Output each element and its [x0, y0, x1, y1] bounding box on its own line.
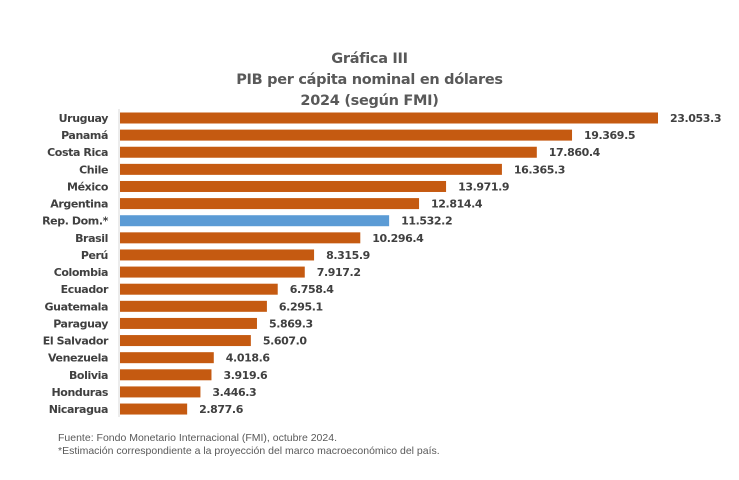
- bar: [120, 129, 573, 141]
- category-label: Paraguay: [53, 317, 108, 330]
- category-label: Venezuela: [48, 352, 108, 365]
- category-label: El Salvador: [43, 335, 109, 348]
- data-label: 5.869.3: [269, 317, 313, 330]
- data-label: 23.053.3: [670, 112, 721, 125]
- bar: [120, 352, 214, 364]
- data-label: 6.758.4: [290, 283, 335, 296]
- category-label: Costa Rica: [47, 146, 108, 159]
- source-note: Fuente: Fondo Monetario Internacional (F…: [58, 432, 337, 444]
- data-label: 3.919.6: [223, 369, 268, 382]
- category-label: México: [67, 180, 109, 193]
- data-label: 11.532.2: [401, 215, 452, 228]
- bar: [120, 266, 305, 278]
- bar: [120, 232, 361, 244]
- data-label: 6.295.1: [279, 300, 323, 313]
- category-label: Ecuador: [61, 283, 109, 296]
- category-label: Bolivia: [69, 369, 108, 382]
- bar: [120, 369, 212, 381]
- data-label: 8.315.9: [326, 249, 370, 262]
- data-label: 2.877.6: [199, 403, 244, 416]
- bar: [120, 249, 315, 261]
- bar: [120, 300, 267, 312]
- chart-title-line-1: Gráfica III: [331, 51, 408, 67]
- category-label: Chile: [79, 163, 108, 176]
- data-label: 3.446.3: [212, 386, 256, 399]
- bar: [120, 198, 420, 210]
- data-label: 12.814.4: [431, 198, 483, 211]
- category-label: Panamá: [61, 129, 108, 142]
- category-label: Rep. Dom.*: [42, 215, 109, 228]
- category-label: Guatemala: [45, 300, 108, 313]
- chart-title-line-3: 2024 (según FMI): [300, 93, 439, 109]
- category-label: Nicaragua: [49, 403, 108, 416]
- estimate-note: *Estimación correspondiente a la proyecc…: [58, 445, 440, 457]
- category-label: Uruguay: [59, 112, 109, 125]
- bar: [120, 112, 658, 124]
- data-label: 7.917.2: [317, 266, 361, 279]
- bar: [120, 146, 537, 158]
- category-label: Argentina: [50, 198, 108, 211]
- data-label: 16.365.3: [514, 163, 565, 176]
- bar: [120, 215, 390, 227]
- data-label: 5.607.0: [263, 335, 308, 348]
- bar: [120, 403, 188, 415]
- data-label: 4.018.6: [226, 352, 271, 365]
- bar-chart: Uruguay 23.053.3 Panamá 19.369.5 Costa Rica 1…: [42, 109, 721, 417]
- data-label: 19.369.5: [584, 129, 635, 142]
- chart-title-line-2: PIB per cápita nominal en dólares: [236, 72, 503, 88]
- category-label: Brasil: [75, 232, 108, 245]
- bar: [120, 180, 447, 192]
- bar: [120, 163, 502, 175]
- bar: [120, 335, 251, 347]
- data-label: 13.971.9: [458, 180, 509, 193]
- category-label: Perú: [81, 249, 108, 262]
- data-label: 10.296.4: [372, 232, 424, 245]
- category-label: Colombia: [54, 266, 108, 279]
- bar: [120, 317, 257, 329]
- category-label: Honduras: [52, 386, 109, 399]
- bar: [120, 283, 278, 295]
- data-label: 17.860.4: [549, 146, 601, 159]
- bar: [120, 386, 201, 398]
